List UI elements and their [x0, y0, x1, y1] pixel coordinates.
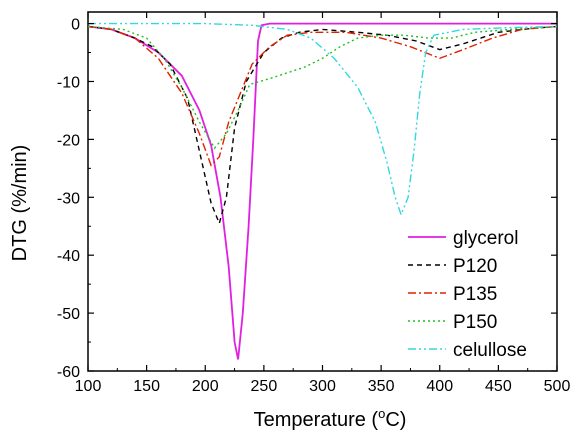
x-axis-label-main: Temperature (	[254, 409, 379, 431]
x-tick-label: 500	[544, 378, 571, 395]
y-tick-label: -10	[57, 74, 80, 91]
legend-label-p135: P135	[453, 284, 497, 305]
x-tick-label: 150	[133, 378, 160, 395]
series-lines	[87, 22, 558, 360]
x-tick-label: 350	[368, 378, 395, 395]
legend-label-p150: P150	[453, 312, 497, 333]
x-tick-label: 400	[426, 378, 453, 395]
x-tick-label: 200	[192, 378, 219, 395]
series-line-p135	[87, 25, 558, 167]
y-tick-label: -50	[57, 306, 80, 323]
y-tick-label: 0	[71, 17, 80, 34]
x-tick-label: 300	[309, 378, 336, 395]
legend-label-glycerol: glycerol	[453, 228, 518, 249]
x-tick-label: 100	[75, 378, 102, 395]
x-axis-label-sup: o	[378, 406, 385, 421]
y-tick-label: -60	[57, 364, 80, 381]
x-tick-label: 250	[251, 378, 278, 395]
x-axis-label: Temperature (oC)	[254, 406, 407, 431]
legend: glycerol P120 P135 P150 celullose	[408, 228, 527, 361]
series-line-glycerol	[87, 22, 557, 360]
series-line-p150	[87, 25, 558, 150]
series-line-p120	[87, 25, 558, 226]
y-axis-label: DTG (%/min)	[9, 145, 31, 262]
series-line-celullose	[88, 22, 558, 217]
y-tick-label: -20	[57, 132, 80, 149]
y-axis: 0 -10 -20 -30 -40 -50 -60	[57, 17, 557, 381]
x-axis-label-end: C)	[385, 409, 406, 431]
y-tick-label: -30	[57, 190, 80, 207]
legend-label-celullose: celullose	[453, 340, 527, 361]
x-tick-label: 450	[485, 378, 512, 395]
legend-label-p120: P120	[453, 256, 497, 277]
x-axis: 100 150 200 250 300 350 400 450 500	[75, 12, 571, 395]
y-tick-label: -40	[57, 248, 80, 265]
